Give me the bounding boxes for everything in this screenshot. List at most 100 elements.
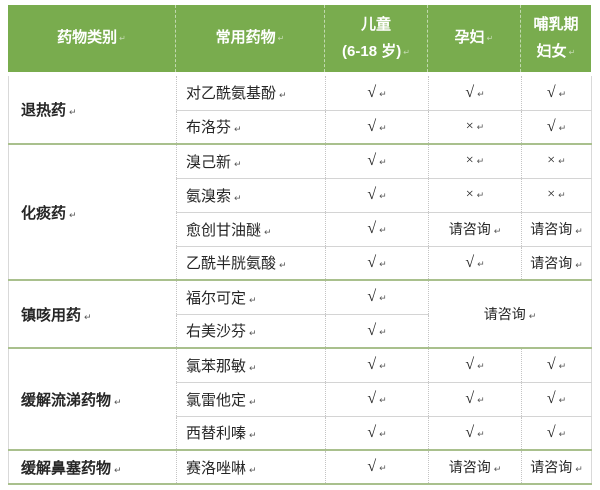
line-break-mark: ↵ (379, 89, 387, 100)
line-break-mark: ↵ (379, 226, 387, 236)
line-break-mark: ↵ (279, 91, 287, 102)
line-break-mark: ↵ (493, 227, 502, 237)
line-break-mark: ↵ (379, 123, 387, 134)
header-cell-drug: 常用药物 ↵ (176, 5, 325, 72)
line-break-mark: ↵ (249, 329, 257, 340)
line-break-mark: ↵ (249, 295, 257, 306)
line-break-mark: ↵ (379, 464, 387, 474)
line-break-mark: ↵ (476, 191, 485, 201)
lactating-value-cell: × ↵ (521, 144, 592, 179)
line-break-mark: ↵ (528, 312, 537, 322)
line-break-mark: ↵ (69, 108, 77, 118)
children-value-cell: √ ↵ (325, 246, 429, 281)
line-break-mark: ↵ (234, 125, 242, 136)
line-break-mark: ↵ (379, 192, 387, 202)
line-break-mark: ↵ (477, 259, 485, 270)
line-break-mark: ↵ (84, 312, 92, 323)
line-break-mark: ↵ (277, 34, 285, 44)
drug-cell: 氨溴索 ↵ (176, 178, 326, 213)
header-category-label: 药物类别 (57, 29, 118, 47)
line-break-mark: ↵ (114, 397, 122, 408)
category-cell: 化痰药 ↵ (8, 144, 177, 281)
line-break-mark: ↵ (477, 396, 485, 406)
table-row: 西替利嗪 ↵ √ ↵ √ ↵ √ ↵ (9, 416, 592, 451)
pregnant-value-cell: √ ↵ (428, 416, 522, 451)
drug-cell: 布洛芬 ↵ (176, 110, 326, 145)
line-break-mark: ↵ (558, 157, 566, 168)
children-value-cell: √ ↵ (325, 178, 429, 213)
header-cell-children: 儿童 (6-18 岁) ↵ (325, 5, 428, 72)
drug-cell: 对乙酰氨基酚 ↵ (176, 76, 326, 111)
table-row: 布洛芬 ↵ √ ↵ × ↵ √ ↵ (9, 110, 592, 145)
lactating-value-cell: √ ↵ (521, 110, 592, 145)
table-row: 化痰药 ↵ 溴己新 ↵ √ ↵ × ↵ × ↵ (8, 144, 592, 281)
line-break-mark: ↵ (379, 429, 387, 440)
drug-cell: 溴己新 ↵ (176, 144, 326, 179)
children-value-cell: √ ↵ (325, 382, 429, 417)
header-cell-category: 药物类别 ↵ (8, 5, 176, 72)
line-break-mark: ↵ (249, 397, 257, 408)
line-break-mark: ↵ (69, 210, 77, 221)
table-row: 乙酰半胱氨酸 ↵ √ ↵ √ ↵ 请咨询 ↵ (9, 246, 592, 281)
category-cell: 缓解流涕药物 ↵ (8, 348, 177, 451)
merged-consult-cell: 请咨询 ↵ (428, 280, 592, 349)
pregnant-value-cell: √ ↵ (428, 246, 522, 281)
line-break-mark: ↵ (568, 47, 576, 57)
line-break-mark: ↵ (486, 34, 494, 44)
line-break-mark: ↵ (249, 465, 257, 476)
line-break-mark: ↵ (558, 89, 567, 100)
pregnant-value-cell: √ ↵ (428, 348, 522, 383)
children-value-cell: √ ↵ (325, 144, 429, 179)
table-row: 愈创甘油醚 ↵ √ ↵ 请咨询 ↵ 请咨询 ↵ (9, 212, 592, 247)
header-children-line1: 儿童 (360, 16, 391, 34)
table-row: 缓解鼻塞药物 ↵ 赛洛唑啉 ↵ √ ↵ 请咨询 ↵ 请咨询 ↵ (8, 450, 592, 485)
header-lactating-line2: 妇女 (536, 42, 567, 60)
lactating-value-cell: √ ↵ (521, 416, 592, 451)
line-break-mark: ↵ (558, 429, 567, 440)
table-row: 氯雷他定 ↵ √ ↵ √ ↵ √ ↵ (9, 382, 592, 417)
drug-cell: 愈创甘油醚 ↵ (176, 212, 326, 247)
drug-cell: 西替利嗪 ↵ (176, 416, 326, 451)
line-break-mark: ↵ (476, 122, 485, 133)
medication-safety-table: 药物类别 ↵ 常用药物 ↵ 儿童 (6-18 岁) ↵ 孕妇 ↵ 哺乳期 妇女 ↵ 退热药… (8, 5, 592, 485)
line-break-mark: ↵ (476, 157, 485, 168)
line-break-mark: ↵ (403, 47, 410, 57)
line-break-mark: ↵ (379, 158, 387, 169)
children-value-cell: √ ↵ (325, 280, 429, 315)
pregnant-value-cell: × ↵ (428, 110, 522, 145)
children-value-cell: √ ↵ (325, 416, 429, 451)
line-break-mark: ↵ (249, 431, 257, 442)
lactating-value-cell: 请咨询 ↵ (521, 212, 592, 247)
category-cell: 缓解鼻塞药物 ↵ (8, 450, 177, 485)
line-break-mark: ↵ (234, 159, 242, 170)
children-value-cell: √ ↵ (325, 314, 429, 349)
line-break-mark: ↵ (477, 362, 485, 373)
drug-cell: 氯雷他定 ↵ (176, 382, 326, 417)
lactating-value-cell: √ ↵ (521, 382, 592, 417)
header-children-line2: (6-18 岁) (342, 42, 402, 60)
line-break-mark: ↵ (234, 193, 242, 204)
line-break-mark: ↵ (558, 191, 566, 201)
line-break-mark: ↵ (558, 362, 567, 373)
drug-cell: 赛洛唑啉 ↵ (176, 450, 326, 485)
header-drug-label: 常用药物 (215, 29, 276, 47)
line-break-mark: ↵ (379, 396, 387, 406)
line-break-mark: ↵ (379, 294, 387, 305)
line-break-mark: ↵ (379, 362, 387, 373)
line-break-mark: ↵ (279, 261, 287, 272)
lactating-value-cell: 请咨询 ↵ (521, 246, 592, 281)
lactating-value-cell: √ ↵ (521, 348, 592, 383)
children-value-cell: √ ↵ (325, 348, 429, 383)
line-break-mark: ↵ (477, 89, 485, 100)
pregnant-value-cell: 请咨询 ↵ (428, 212, 522, 247)
table-row: 氨溴索 ↵ √ ↵ × ↵ × ↵ (9, 178, 592, 213)
pregnant-value-cell: × ↵ (428, 144, 522, 179)
line-break-mark: ↵ (249, 363, 257, 374)
header-pregnant-label: 孕妇 (454, 29, 485, 47)
line-break-mark: ↵ (575, 465, 583, 475)
drug-cell: 氯苯那敏 ↵ (176, 348, 326, 383)
lactating-value-cell: 请咨询 ↵ (521, 450, 592, 485)
line-break-mark: ↵ (264, 227, 272, 238)
line-break-mark: ↵ (558, 123, 567, 134)
pregnant-value-cell: √ ↵ (428, 382, 522, 417)
